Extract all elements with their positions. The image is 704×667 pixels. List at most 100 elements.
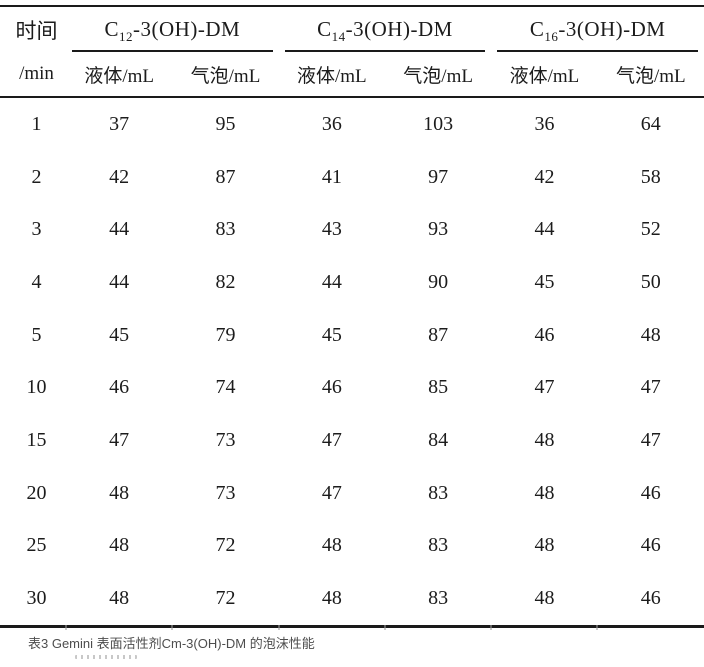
time-cell: 30 [26,587,47,610]
value-cell: 84 [428,428,449,451]
value-cell: 50 [640,270,661,293]
value-cell: 48 [534,534,555,557]
group-name-c16: C16-3(OH)-DM [529,17,666,45]
value-cell: 90 [428,270,449,293]
bubble-header-c14: 气泡/mL [384,52,492,98]
value-cell: 47 [321,481,342,504]
value-cell: 42 [109,165,130,188]
value-cell: 48 [321,534,342,557]
group-header-c16: C16-3(OH)-DM [491,6,704,52]
value-cell: 48 [640,323,661,346]
value-cell: 44 [321,270,342,293]
value-cell: 36 [321,112,342,135]
page: 时间 C12-3(OH)-DM C14-3(OH)-DM C16-3(OH)-D… [0,5,704,667]
table-row: 30 48 72 48 83 48 46 [0,572,704,626]
group-header-c12: C12-3(OH)-DM [66,6,279,52]
value-cell: 47 [534,376,555,399]
bubble-header-c12: 气泡/mL [172,52,279,98]
value-cell: 95 [215,112,236,135]
value-cell: 87 [215,165,236,188]
value-cell: 48 [109,587,130,610]
time-cell: 20 [26,481,47,504]
time-header: 时间 [15,18,58,43]
table-row: 15 47 73 47 84 48 47 [0,414,704,467]
value-cell: 97 [428,165,449,188]
value-cell: 48 [321,587,342,610]
value-cell: 103 [423,112,454,135]
value-cell: 52 [640,218,661,241]
group-name-c12: C12-3(OH)-DM [104,17,241,45]
foam-performance-table: 时间 C12-3(OH)-DM C14-3(OH)-DM C16-3(OH)-D… [0,5,704,628]
time-cell: 5 [31,323,42,346]
time-cell: 3 [31,218,42,241]
value-cell: 42 [534,165,555,188]
table-row: 3 44 83 43 93 44 52 [0,203,704,256]
value-cell: 72 [215,534,236,557]
value-cell: 46 [640,481,661,504]
value-cell: 48 [109,481,130,504]
liquid-header-c14: 液体/mL [278,52,385,98]
value-cell: 83 [428,587,449,610]
time-unit-header: /min [0,52,67,98]
value-cell: 72 [215,587,236,610]
header-row-groups: 时间 C12-3(OH)-DM C14-3(OH)-DM C16-3(OH)-D… [0,6,704,52]
value-cell: 37 [109,112,130,135]
value-cell: 58 [640,165,661,188]
value-cell: 46 [109,376,130,399]
table-row: 10 46 74 46 85 47 47 [0,361,704,414]
value-cell: 79 [215,323,236,346]
liquid-header-c16: 液体/mL [491,52,598,98]
value-cell: 47 [321,428,342,451]
time-cell: 25 [26,534,47,557]
table-row: 2 42 87 41 97 42 58 [0,151,704,204]
value-cell: 83 [428,481,449,504]
time-cell: 15 [26,428,47,451]
bubble-header-c16: 气泡/mL [597,52,704,98]
table-row: 20 48 73 47 83 48 46 [0,467,704,520]
value-cell: 46 [640,587,661,610]
value-cell: 64 [640,112,661,135]
value-cell: 73 [215,428,236,451]
value-cell: 45 [321,323,342,346]
clipped-text-fragment [75,654,137,659]
table-caption: 表3 Gemini 表面活性剂Cm-3(OH)-DM 的泡沫性能 [28,635,315,651]
value-cell: 47 [640,428,661,451]
value-cell: 46 [640,534,661,557]
table-header: 时间 C12-3(OH)-DM C14-3(OH)-DM C16-3(OH)-D… [0,6,704,98]
value-cell: 87 [428,323,449,346]
table-body: 1 37 95 36 103 36 64 2 42 87 41 97 42 58… [0,97,704,626]
value-cell: 82 [215,270,236,293]
value-cell: 45 [534,270,555,293]
value-cell: 48 [534,587,555,610]
table-row: 4 44 82 44 90 45 50 [0,256,704,309]
value-cell: 46 [534,323,555,346]
value-cell: 73 [215,481,236,504]
time-cell: 10 [26,376,47,399]
value-cell: 93 [428,218,449,241]
value-cell: 83 [215,218,236,241]
group-header-c14: C14-3(OH)-DM [279,6,492,52]
time-cell: 1 [31,112,42,135]
value-cell: 85 [428,376,449,399]
value-cell: 43 [321,218,342,241]
value-cell: 41 [321,165,342,188]
header-row-units: /min 液体/mL 气泡/mL 液体/mL 气泡/mL 液体/mL 气泡/mL [0,52,704,98]
time-cell: 4 [31,270,42,293]
value-cell: 44 [534,218,555,241]
value-cell: 83 [428,534,449,557]
value-cell: 47 [109,428,130,451]
value-cell: 44 [109,270,130,293]
value-cell: 48 [109,534,130,557]
value-cell: 47 [640,376,661,399]
value-cell: 44 [109,218,130,241]
value-cell: 45 [109,323,130,346]
liquid-header-c12: 液体/mL [66,52,173,98]
value-cell: 48 [534,428,555,451]
value-cell: 36 [534,112,555,135]
table-row: 5 45 79 45 87 46 48 [0,309,704,362]
table-row: 1 37 95 36 103 36 64 [0,97,704,151]
time-cell: 2 [31,165,42,188]
group-name-c14: C14-3(OH)-DM [317,17,453,45]
table-row: 25 48 72 48 83 48 46 [0,520,704,573]
value-cell: 74 [215,376,236,399]
